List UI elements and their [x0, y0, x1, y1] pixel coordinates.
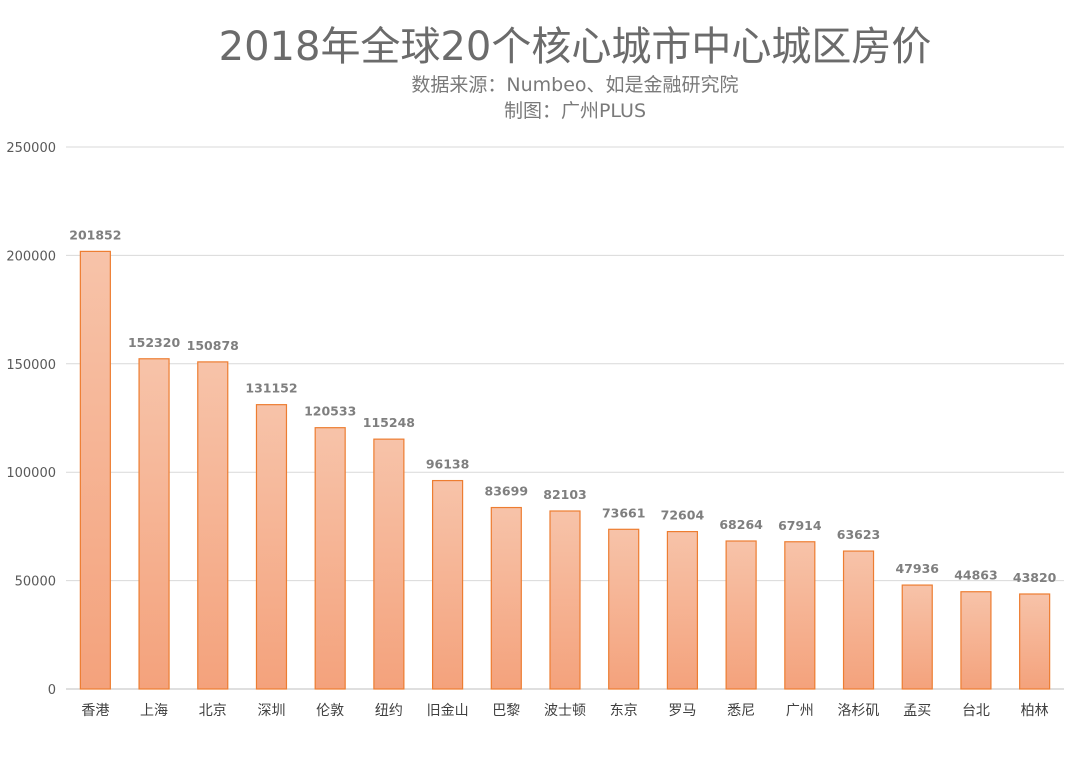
- data-label: 150878: [187, 338, 239, 353]
- bar: [255, 404, 288, 690]
- x-category-label: 深圳: [257, 703, 285, 719]
- y-tick-label: 150000: [6, 358, 56, 373]
- data-label: 72604: [661, 508, 705, 523]
- y-tick-label: 50000: [15, 575, 56, 590]
- y-tick-label: 0: [48, 683, 56, 698]
- data-label: 68264: [719, 517, 763, 532]
- x-category-label: 上海: [140, 703, 168, 719]
- x-category-label: 罗马: [668, 703, 696, 719]
- data-label: 47936: [895, 561, 939, 576]
- bar: [197, 361, 229, 690]
- chart-subtitle-source: 数据来源：Numbeo、如是金融研究院: [411, 74, 739, 96]
- bar: [666, 530, 699, 690]
- bar: [842, 550, 875, 690]
- data-label: 115248: [363, 415, 415, 430]
- data-label: 82103: [543, 487, 587, 502]
- y-tick-label: 200000: [6, 249, 56, 264]
- x-category-label: 伦敦: [316, 703, 344, 719]
- chart-title: 2018年全球20个核心城市中心城区房价: [218, 24, 932, 70]
- bar: [138, 358, 170, 690]
- data-label: 63623: [837, 527, 881, 542]
- bar: [490, 506, 522, 690]
- bar: [431, 479, 464, 690]
- data-label: 201852: [69, 227, 121, 242]
- y-tick-label: 250000: [6, 141, 56, 156]
- data-label: 73661: [602, 505, 646, 520]
- x-category-label: 香港: [81, 703, 109, 719]
- x-category-label: 悉尼: [727, 703, 755, 719]
- x-category-label: 柏林: [1021, 703, 1049, 719]
- bar: [314, 427, 346, 690]
- data-label: 83699: [485, 484, 529, 499]
- data-label: 67914: [778, 518, 822, 533]
- x-category-label: 台北: [962, 703, 990, 719]
- x-category-label: 巴黎: [492, 703, 520, 719]
- bar: [79, 250, 111, 690]
- data-label: 43820: [1013, 570, 1057, 585]
- bar: [960, 591, 992, 690]
- x-category-label: 洛杉矶: [838, 703, 880, 719]
- bar: [725, 540, 757, 690]
- x-category-label: 东京: [610, 703, 638, 719]
- x-category-label: 孟买: [903, 703, 931, 719]
- data-label: 152320: [128, 335, 180, 350]
- bar: [549, 510, 581, 690]
- x-category-label: 广州: [786, 703, 814, 719]
- y-tick-label: 100000: [6, 466, 56, 481]
- bar: [784, 541, 816, 690]
- data-label: 44863: [954, 568, 998, 583]
- bar: [901, 584, 933, 690]
- chart-subtitle-credit: 制图：广州PLUS: [503, 100, 647, 122]
- x-category-label: 波士顿: [544, 703, 586, 719]
- bar: [608, 528, 640, 690]
- x-category-label: 北京: [199, 703, 227, 719]
- x-category-label: 旧金山: [427, 703, 469, 719]
- bar: [1019, 593, 1051, 690]
- data-label: 131152: [245, 381, 297, 396]
- bar: [373, 438, 405, 690]
- data-label: 96138: [426, 457, 470, 472]
- data-label: 120533: [304, 404, 356, 419]
- x-category-label: 纽约: [375, 703, 403, 719]
